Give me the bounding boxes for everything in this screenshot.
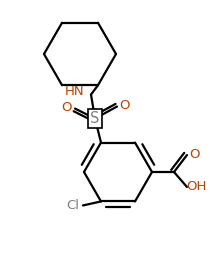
Text: O: O: [189, 148, 199, 161]
Text: S: S: [90, 111, 100, 126]
Text: O: O: [119, 99, 129, 112]
Text: O: O: [62, 101, 72, 114]
Text: OH: OH: [186, 181, 206, 194]
Text: HN: HN: [65, 85, 85, 98]
Text: Cl: Cl: [67, 199, 80, 212]
